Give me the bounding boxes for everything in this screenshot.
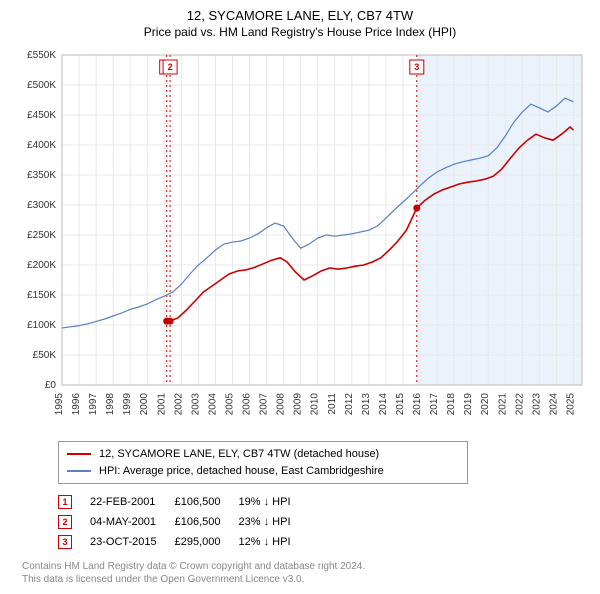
svg-text:2023: 2023 <box>531 393 542 416</box>
svg-text:£400K: £400K <box>27 140 56 151</box>
svg-text:2014: 2014 <box>378 393 389 416</box>
svg-text:2018: 2018 <box>446 393 457 416</box>
legend-swatch <box>67 470 91 472</box>
svg-text:2007: 2007 <box>259 393 270 416</box>
svg-text:£50K: £50K <box>33 350 57 361</box>
svg-text:2000: 2000 <box>139 393 150 416</box>
svg-text:1998: 1998 <box>105 393 116 416</box>
legend-item-property: 12, SYCAMORE LANE, ELY, CB7 4TW (detache… <box>67 446 459 463</box>
svg-text:2001: 2001 <box>156 393 167 416</box>
svg-text:£100K: £100K <box>27 320 56 331</box>
sale-diff: 19% ↓ HPI <box>239 492 309 512</box>
svg-text:2021: 2021 <box>497 393 508 416</box>
svg-text:£350K: £350K <box>27 170 56 181</box>
sale-date: 04-MAY-2001 <box>90 512 175 532</box>
svg-text:2013: 2013 <box>361 393 372 416</box>
legend-item-hpi: HPI: Average price, detached house, East… <box>67 463 459 480</box>
svg-text:1995: 1995 <box>54 393 65 416</box>
sale-diff: 12% ↓ HPI <box>239 532 309 552</box>
sale-price: £106,500 <box>175 512 239 532</box>
sale-diff: 23% ↓ HPI <box>239 512 309 532</box>
sale-price: £106,500 <box>175 492 239 512</box>
sale-date: 22-FEB-2001 <box>90 492 175 512</box>
svg-text:2017: 2017 <box>429 393 440 416</box>
svg-text:3: 3 <box>414 62 419 72</box>
attribution: Contains HM Land Registry data © Crown c… <box>22 560 592 586</box>
svg-text:2022: 2022 <box>514 393 525 416</box>
svg-text:1997: 1997 <box>88 393 99 416</box>
svg-text:£500K: £500K <box>27 80 56 91</box>
svg-text:2015: 2015 <box>395 393 406 416</box>
chart-subtitle: Price paid vs. HM Land Registry's House … <box>8 25 592 39</box>
svg-text:2010: 2010 <box>310 393 321 416</box>
svg-text:2008: 2008 <box>276 393 287 416</box>
svg-text:2009: 2009 <box>293 393 304 416</box>
table-row: 1 22-FEB-2001£106,50019% ↓ HPI <box>58 492 309 512</box>
svg-text:£450K: £450K <box>27 110 56 121</box>
sale-marker: 3 <box>58 535 72 549</box>
sale-marker: 1 <box>58 495 72 509</box>
svg-text:2016: 2016 <box>412 393 423 416</box>
table-row: 3 23-OCT-2015£295,00012% ↓ HPI <box>58 532 309 552</box>
svg-text:2012: 2012 <box>344 393 355 416</box>
legend-swatch <box>67 453 91 455</box>
chart-container: £0 £50K £100K £150K £200K £250K £300K £350K £400… <box>8 45 592 435</box>
svg-text:2002: 2002 <box>173 393 184 416</box>
attribution-line: This data is licensed under the Open Gov… <box>22 573 592 586</box>
sale-marker: 2 <box>58 515 72 529</box>
svg-text:2003: 2003 <box>190 393 201 416</box>
svg-text:2: 2 <box>168 62 173 72</box>
chart-title: 12, SYCAMORE LANE, ELY, CB7 4TW <box>8 8 592 23</box>
legend: 12, SYCAMORE LANE, ELY, CB7 4TW (detache… <box>58 441 468 484</box>
svg-text:2019: 2019 <box>463 393 474 416</box>
legend-label: HPI: Average price, detached house, East… <box>99 463 384 480</box>
svg-text:2024: 2024 <box>548 393 559 416</box>
svg-text:2011: 2011 <box>327 393 338 415</box>
attribution-line: Contains HM Land Registry data © Crown c… <box>22 560 592 573</box>
legend-label: 12, SYCAMORE LANE, ELY, CB7 4TW (detache… <box>99 446 379 463</box>
sales-table: 1 22-FEB-2001£106,50019% ↓ HPI 2 04-MAY-200… <box>58 492 309 552</box>
svg-text:1999: 1999 <box>122 393 133 416</box>
svg-text:2005: 2005 <box>224 393 235 416</box>
svg-text:1996: 1996 <box>71 393 82 416</box>
sale-price: £295,000 <box>175 532 239 552</box>
svg-text:2020: 2020 <box>480 393 491 416</box>
svg-text:£250K: £250K <box>27 230 56 241</box>
svg-text:2004: 2004 <box>207 393 218 416</box>
sale-date: 23-OCT-2015 <box>90 532 175 552</box>
line-chart: £0 £50K £100K £150K £200K £250K £300K £350K £400… <box>8 45 592 435</box>
svg-text:£0: £0 <box>45 380 57 391</box>
svg-text:£300K: £300K <box>27 200 56 211</box>
svg-text:2006: 2006 <box>242 393 253 416</box>
svg-text:2025: 2025 <box>565 393 576 416</box>
svg-text:£150K: £150K <box>27 290 56 301</box>
table-row: 2 04-MAY-2001£106,50023% ↓ HPI <box>58 512 309 532</box>
svg-text:£200K: £200K <box>27 260 56 271</box>
svg-text:£550K: £550K <box>27 50 56 61</box>
